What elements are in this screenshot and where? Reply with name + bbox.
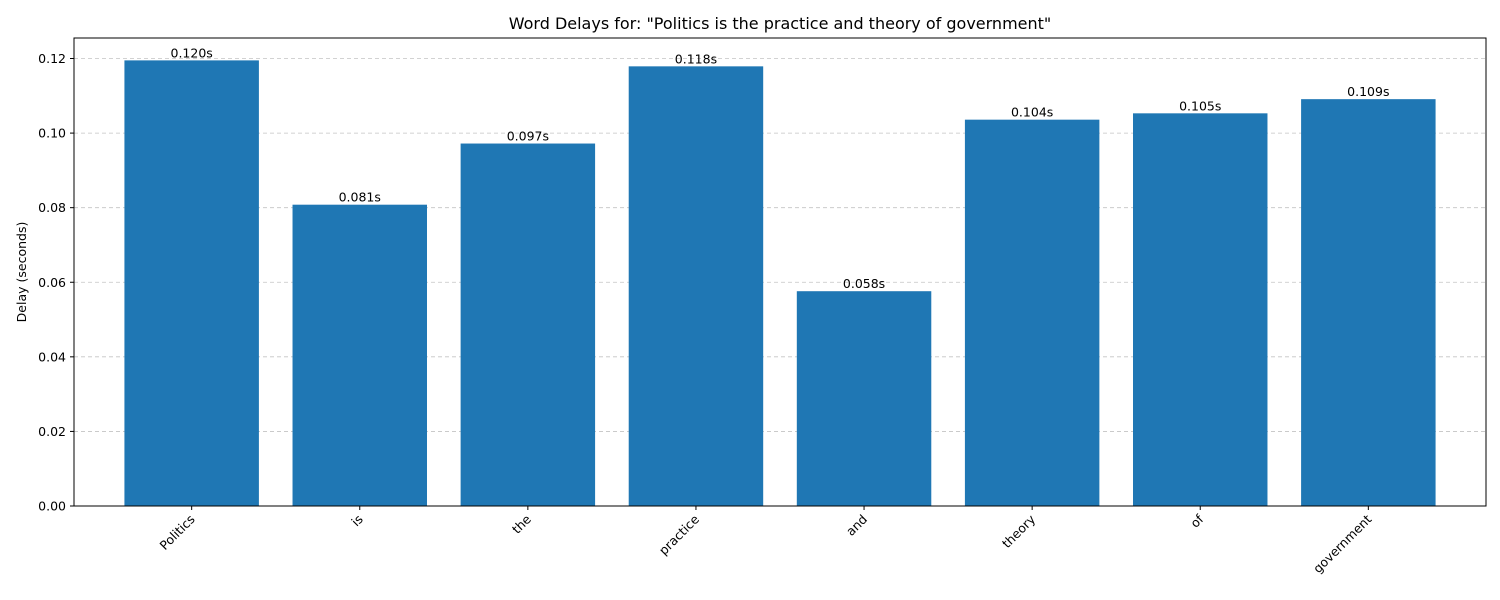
bar [628,66,764,506]
chart-title: Word Delays for: "Politics is the practi… [509,14,1052,33]
bar [964,119,1100,506]
y-axis-label: Delay (seconds) [14,222,29,323]
y-tick-label: 0.00 [38,499,66,514]
x-tick-label: and [843,512,870,539]
data-label: 0.109s [1347,84,1389,99]
y-tick-label: 0.04 [38,349,66,364]
x-tick-label: Politics [156,512,197,553]
bars [124,60,1436,507]
y-tick-label: 0.08 [38,200,66,215]
x-tick-label: the [509,511,534,536]
bar [292,204,427,506]
bar [124,60,259,506]
y-tick-label: 0.10 [38,126,66,141]
bar [1301,99,1436,506]
gridlines [74,58,1486,432]
bar [1133,113,1268,507]
data-label: 0.118s [675,51,717,66]
x-axis-ticks: Politics is the practice and theory of governme… [156,506,1375,576]
y-axis-ticks: 0.00 0.02 0.04 0.06 0.08 0.10 0.12 [38,51,74,514]
data-label: 0.081s [339,190,381,205]
y-tick-label: 0.12 [38,51,66,66]
data-label: 0.097s [507,129,549,144]
data-label: 0.120s [171,45,213,60]
x-tick-label: theory [999,511,1039,551]
x-tick-label: government [1310,511,1375,576]
y-tick-label: 0.02 [38,424,66,439]
data-label: 0.104s [1011,105,1053,120]
plot-frame [73,37,1487,507]
x-tick-label: of [1187,511,1207,531]
data-label: 0.058s [843,276,885,291]
y-tick-label: 0.06 [38,275,66,290]
x-tick-label: practice [656,511,703,558]
data-label: 0.105s [1179,98,1221,113]
bar [796,291,932,506]
bar [460,143,596,506]
x-tick-label: is [348,512,366,530]
data-labels: 0.120s 0.081s 0.097s 0.118s 0.058s 0.104s 0.10… [171,45,1390,291]
